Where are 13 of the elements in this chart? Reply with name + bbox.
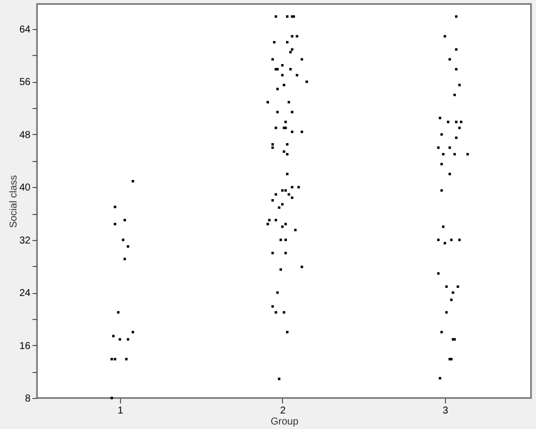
x-tick-label: 2	[280, 406, 286, 416]
x-tick-label: 1	[118, 406, 124, 416]
y-tick-label: 56	[19, 77, 31, 88]
y-tick-label: 64	[19, 24, 31, 36]
y-tick-label: 48	[19, 130, 31, 141]
y-tick-label: 40	[19, 182, 31, 194]
y-tick-label: 24	[19, 288, 31, 300]
x-axis-title: Group	[270, 416, 299, 428]
y-tick-label: 8	[24, 394, 31, 404]
y-tick-label: 16	[19, 340, 31, 352]
y-tick-label: 32	[19, 235, 31, 246]
x-tick-label: 3	[442, 406, 449, 416]
y-axis-title: Social class	[8, 175, 20, 228]
